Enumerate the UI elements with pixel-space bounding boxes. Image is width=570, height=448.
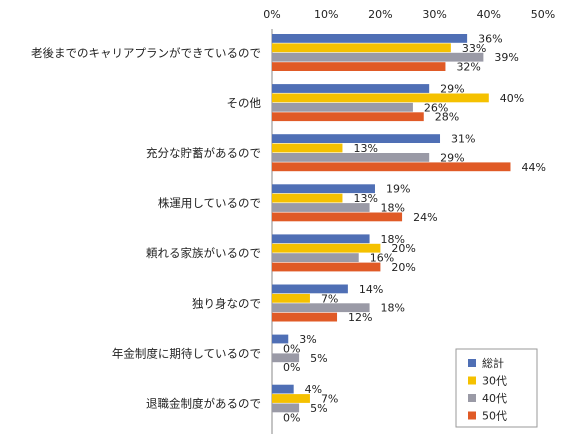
bar	[272, 143, 343, 153]
bar	[272, 62, 446, 71]
bars	[272, 34, 511, 413]
bar	[272, 394, 310, 403]
x-axis-ticks: 0% 10% 20% 30% 40% 50%	[263, 8, 555, 21]
data-label: 32%	[456, 61, 480, 74]
data-label: 40%	[500, 92, 524, 105]
data-label: 29%	[440, 83, 464, 96]
data-label: 7%	[321, 292, 338, 305]
data-label: 28%	[435, 111, 459, 124]
category-label: 株運用しているので	[158, 196, 261, 210]
bar	[272, 212, 403, 222]
bar	[272, 293, 310, 303]
category-label: 充分な貯蓄があるので	[146, 146, 261, 160]
bar	[272, 312, 338, 322]
category-label: 退職金制度があるので	[146, 397, 261, 411]
bar	[272, 102, 413, 112]
legend: 総計 30代 40代 50代	[455, 348, 538, 428]
bar	[272, 34, 468, 43]
category-label: その他	[227, 96, 262, 110]
legend-label: 50代	[482, 410, 507, 423]
data-label: 5%	[310, 402, 327, 415]
data-label: 14%	[359, 283, 383, 296]
bar	[272, 262, 381, 272]
x-tick-label: 50%	[531, 8, 555, 21]
data-label: 13%	[353, 142, 377, 155]
bar	[272, 303, 370, 313]
bar	[272, 384, 294, 394]
bar	[272, 134, 441, 143]
bar	[272, 153, 430, 162]
data-label: 19%	[386, 183, 410, 196]
category-labels: 老後までのキャリアプランができているのでその他充分な貯蓄があるので株運用している…	[31, 46, 261, 411]
legend-swatch	[468, 359, 476, 367]
data-label: 13%	[353, 192, 377, 205]
bar	[272, 253, 359, 262]
bar	[272, 243, 381, 253]
bar	[272, 193, 343, 203]
legend-swatch	[468, 411, 476, 420]
bar	[272, 334, 289, 344]
legend-label: 40代	[482, 392, 507, 405]
data-label: 20%	[391, 261, 415, 274]
category-label: 独り身なので	[192, 296, 261, 310]
data-label: 18%	[381, 202, 405, 215]
bar	[272, 353, 300, 363]
data-label: 7%	[321, 393, 338, 406]
legend-label: 30代	[482, 375, 507, 388]
data-label: 31%	[451, 133, 475, 146]
legend-swatch	[468, 376, 476, 385]
data-label: 5%	[310, 352, 327, 365]
data-label: 3%	[299, 333, 316, 346]
data-label: 39%	[494, 51, 518, 64]
category-label: 老後までのキャリアプランができているので	[31, 46, 261, 60]
bar	[272, 234, 370, 244]
data-label: 18%	[381, 302, 405, 315]
data-label: 44%	[521, 161, 545, 174]
data-label: 16%	[370, 252, 394, 265]
x-tick-label: 10%	[314, 8, 338, 21]
data-label: 0%	[283, 342, 300, 355]
bar	[272, 184, 375, 194]
legend-label: 総計	[482, 356, 504, 370]
legend-swatch	[468, 394, 476, 402]
bar	[272, 162, 511, 172]
x-tick-label: 40%	[477, 8, 501, 21]
data-label: 0%	[283, 361, 300, 374]
bar	[272, 84, 430, 93]
data-label: 4%	[305, 383, 322, 396]
bar	[272, 43, 451, 53]
bar	[272, 403, 300, 413]
data-label: 36%	[478, 32, 502, 45]
bar	[272, 203, 370, 212]
bar	[272, 93, 489, 103]
data-label: 26%	[424, 101, 448, 114]
bar	[272, 284, 348, 294]
data-label: 12%	[348, 311, 372, 324]
x-tick-label: 0%	[263, 8, 280, 21]
x-tick-label: 20%	[368, 8, 392, 21]
data-labels: 36%33% 39% 32% 29% 40% 26%28% 31% 13% 29% 44% 19% 1…	[283, 32, 546, 424]
data-label: 18%	[381, 233, 405, 246]
category-label: 頼れる家族がいるので	[146, 246, 261, 260]
category-label: 年金制度に期待しているので	[112, 346, 261, 360]
x-tick-label: 30%	[422, 8, 446, 21]
data-label: 24%	[413, 211, 437, 224]
data-label: 20%	[391, 242, 415, 255]
data-label: 29%	[440, 151, 464, 164]
data-label: 33%	[462, 42, 486, 55]
bar	[272, 52, 484, 62]
bar	[272, 112, 424, 122]
data-label: 0%	[283, 411, 300, 424]
